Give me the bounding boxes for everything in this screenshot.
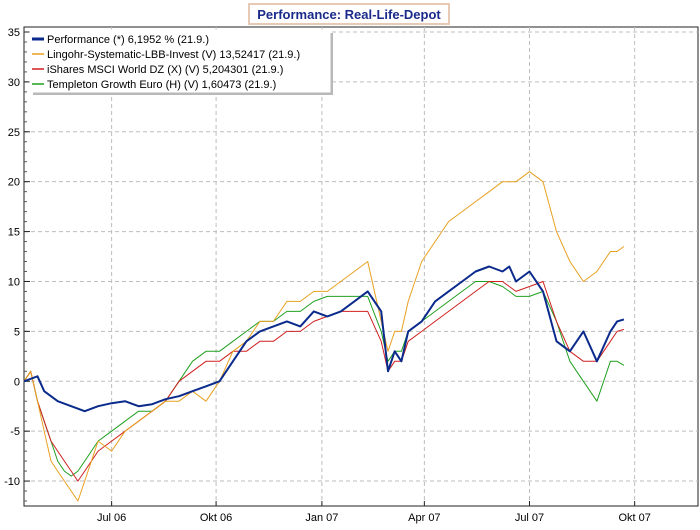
legend-label-3: Templeton Growth Euro (H) (V) 1,60473 (2…: [47, 79, 276, 91]
series-line-3: [23, 281, 625, 477]
series-line-1: [23, 171, 625, 502]
y-tick-label: 0: [14, 376, 20, 388]
y-tick-label: 20: [8, 177, 20, 189]
chart-title: Performance: Real-Life-Depot: [248, 3, 450, 25]
x-tick-label: Jul 06: [97, 512, 126, 524]
y-tick-label: 35: [8, 27, 20, 39]
x-tick-label: Okt 07: [618, 512, 650, 524]
legend-box: [29, 29, 331, 93]
y-tick-label: -10: [4, 476, 20, 488]
legend-label-1: Lingohr-Systematic-LBB-Invest (V) 13,524…: [47, 49, 300, 61]
legend-label-0: Performance (*) 6,1952 % (21.9.): [47, 34, 209, 46]
y-tick-label: 30: [8, 77, 20, 89]
x-tick-label: Jan 07: [305, 512, 338, 524]
x-tick-label: Apr 07: [408, 512, 440, 524]
y-tick-label: -5: [10, 426, 20, 438]
series-line-0: [23, 265, 625, 413]
x-tick-label: Okt 06: [200, 512, 232, 524]
y-tick-label: 10: [8, 276, 20, 288]
x-tick-label: Jul 07: [515, 512, 544, 524]
legend: Performance (*) 6,1952 % (21.9.) Lingohr-…: [29, 29, 333, 95]
y-tick-label: 25: [8, 127, 20, 139]
series-line-2: [23, 281, 625, 482]
legend-label-2: iShares MSCI World DZ (X) (V) 5,204301 (…: [47, 64, 283, 76]
y-tick-label: 5: [14, 326, 20, 338]
y-tick-label: 15: [8, 227, 20, 239]
